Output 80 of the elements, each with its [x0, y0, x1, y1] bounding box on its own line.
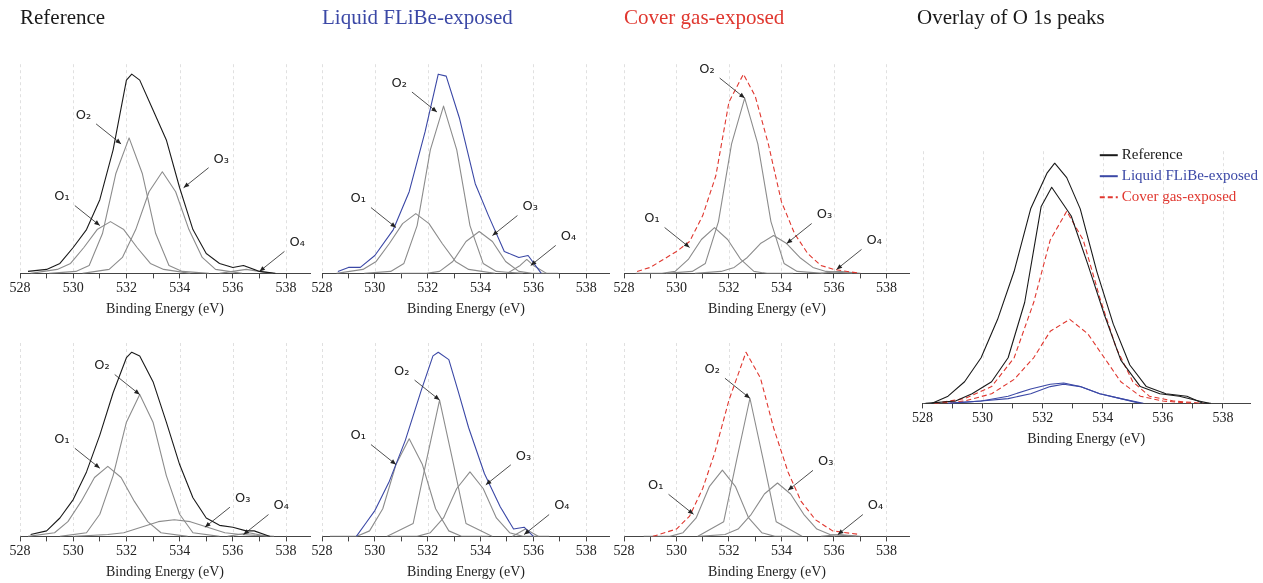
x-tick-label: 536 [823, 543, 845, 559]
x-tick-label: 528 [9, 280, 31, 296]
annotation: O₁ [644, 210, 660, 226]
x-tick-label: 532 [718, 280, 740, 296]
x-tick-label: 538 [575, 280, 597, 296]
x-tick-label: 530 [972, 410, 994, 426]
x-tick-label: 534 [770, 280, 792, 296]
legend-label: Reference [1121, 146, 1183, 163]
x-axis-title: Binding Energy (eV) [708, 301, 827, 318]
annotation: O₂ [75, 106, 92, 122]
x-tick-label: 530 [665, 543, 687, 559]
x-tick-label: 536 [222, 543, 244, 559]
x-tick-label: 536 [1152, 410, 1174, 426]
x-tick-label: 528 [9, 543, 31, 559]
chart-title: Cover gas-exposed [624, 5, 785, 30]
x-tick-label: 528 [613, 280, 635, 296]
x-tick-label: 530 [62, 280, 84, 296]
x-tick-label: 530 [665, 280, 687, 296]
x-tick-label: 538 [275, 280, 297, 296]
x-tick-label: 538 [875, 543, 897, 559]
x-tick-label: 532 [115, 543, 137, 559]
x-tick-label: 536 [823, 280, 845, 296]
x-tick-label: 532 [115, 280, 137, 296]
x-axis-title: Binding Energy (eV) [708, 564, 827, 581]
legend-label: Cover gas-exposed [1121, 188, 1237, 205]
x-tick-label: 528 [311, 280, 333, 296]
annotation: O₃ [515, 447, 532, 463]
x-tick-label: 534 [169, 280, 191, 296]
annotation: O₃ [816, 206, 833, 222]
annotation: O₁ [350, 190, 366, 206]
x-axis-title: Binding Energy (eV) [106, 564, 225, 581]
annotation: O₃ [213, 150, 230, 166]
chart-title: Liquid FLiBe-exposed [322, 5, 514, 30]
x-axis-title: Binding Energy (eV) [106, 301, 225, 318]
annotation: O₂ [94, 357, 110, 373]
x-tick-label: 536 [222, 280, 244, 296]
annotation: O₂ [699, 60, 715, 76]
annotation: O₄ [273, 497, 289, 513]
annotation: O₄ [867, 497, 884, 513]
annotation: O₄ [289, 234, 305, 250]
annotation: O₄ [554, 497, 570, 513]
chart-title: Overlay of O 1s peaks [917, 5, 1105, 30]
x-tick-label: 528 [613, 543, 635, 559]
x-tick-label: 534 [169, 543, 191, 559]
annotation: O₂ [391, 74, 407, 90]
x-tick-label: 532 [417, 543, 439, 559]
x-tick-label: 532 [1032, 410, 1054, 426]
x-tick-label: 538 [1212, 410, 1234, 426]
x-tick-label: 534 [1092, 410, 1114, 426]
x-tick-label: 538 [275, 543, 297, 559]
x-tick-label: 536 [522, 280, 544, 296]
x-tick-label: 532 [417, 280, 439, 296]
x-axis-title: Binding Energy (eV) [407, 564, 526, 581]
annotation: O₂ [704, 361, 720, 377]
x-tick-label: 538 [575, 543, 597, 559]
annotation: O₄ [560, 228, 577, 244]
x-tick-label: 536 [522, 543, 544, 559]
x-tick-label: 534 [470, 543, 492, 559]
x-tick-label: 530 [364, 280, 386, 296]
x-tick-label: 532 [718, 543, 740, 559]
annotation: O₁ [648, 477, 664, 493]
x-tick-label: 534 [770, 543, 792, 559]
annotation: O₁ [54, 188, 70, 204]
annotation: O₂ [394, 362, 410, 378]
x-tick-label: 538 [875, 280, 897, 296]
annotation: O₃ [522, 198, 538, 214]
x-tick-label: 530 [364, 543, 386, 559]
annotation: O₃ [817, 453, 834, 469]
x-tick-label: 534 [470, 280, 492, 296]
chart-title: Reference [20, 5, 106, 30]
annotation: O₁ [54, 431, 70, 447]
x-tick-label: 530 [62, 543, 84, 559]
x-axis-title: Binding Energy (eV) [1027, 431, 1146, 448]
x-tick-label: 528 [311, 543, 333, 559]
annotation: O₁ [350, 427, 366, 443]
annotation: O₄ [866, 232, 882, 248]
annotation: O₃ [234, 490, 251, 506]
legend-label: Liquid FLiBe-exposed [1121, 167, 1259, 184]
x-tick-label: 528 [912, 410, 933, 426]
x-axis-title: Binding Energy (eV) [407, 301, 526, 318]
